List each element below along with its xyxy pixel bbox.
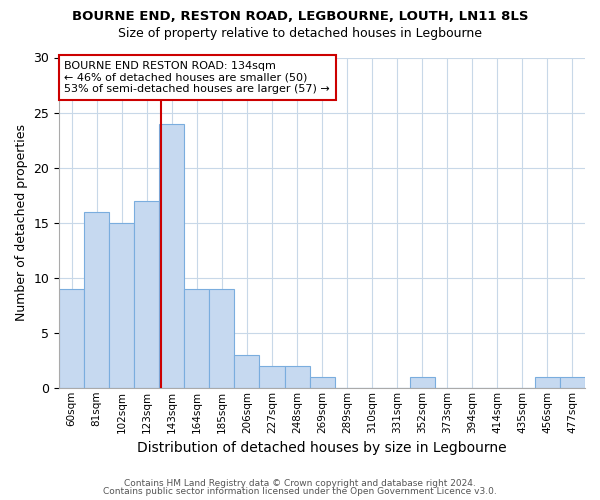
Text: Size of property relative to detached houses in Legbourne: Size of property relative to detached ho… (118, 28, 482, 40)
Bar (59, 288, 84, 388)
Y-axis label: Number of detached properties: Number of detached properties (15, 124, 28, 321)
Bar (410, 377, 435, 388)
Text: BOURNE END RESTON ROAD: 134sqm
← 46% of detached houses are smaller (50)
53% of : BOURNE END RESTON ROAD: 134sqm ← 46% of … (64, 61, 330, 94)
Text: Contains HM Land Registry data © Crown copyright and database right 2024.: Contains HM Land Registry data © Crown c… (124, 478, 476, 488)
Bar (184, 288, 209, 388)
X-axis label: Distribution of detached houses by size in Legbourne: Distribution of detached houses by size … (137, 441, 507, 455)
Bar (560, 377, 585, 388)
Text: Contains public sector information licensed under the Open Government Licence v3: Contains public sector information licen… (103, 487, 497, 496)
Bar (209, 288, 235, 388)
Bar (259, 366, 284, 388)
Bar (535, 377, 560, 388)
Bar (310, 377, 335, 388)
Bar (160, 124, 184, 388)
Bar (134, 200, 160, 388)
Text: BOURNE END, RESTON ROAD, LEGBOURNE, LOUTH, LN11 8LS: BOURNE END, RESTON ROAD, LEGBOURNE, LOUT… (72, 10, 528, 23)
Bar (84, 212, 109, 388)
Bar (235, 354, 259, 388)
Bar (284, 366, 310, 388)
Bar (109, 222, 134, 388)
